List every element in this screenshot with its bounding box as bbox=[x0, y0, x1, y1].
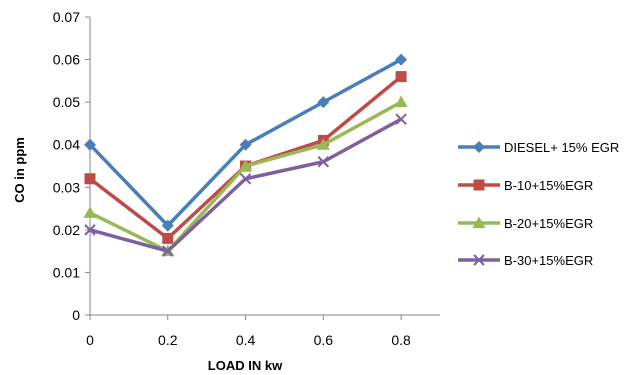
y-tick-label: 0.05 bbox=[53, 94, 80, 110]
x-tick-label: 0.4 bbox=[236, 332, 256, 348]
data-point bbox=[239, 159, 253, 171]
legend-item-diesel: DIESEL+ 15% EGR bbox=[458, 140, 619, 155]
legend-label: B-10+15%EGR bbox=[504, 178, 593, 193]
y-tick-label: 0.06 bbox=[53, 52, 80, 68]
legend-item-b30: B-30+15%EGR bbox=[458, 253, 593, 268]
data-point bbox=[84, 173, 96, 185]
legend-label: B-20+15%EGR bbox=[504, 216, 593, 231]
data-point bbox=[316, 138, 330, 150]
data-point bbox=[395, 71, 407, 83]
x-tick-label: 0.8 bbox=[391, 332, 411, 348]
y-tick-label: 0.07 bbox=[53, 9, 80, 25]
data-point bbox=[317, 96, 330, 109]
legend-label: B-30+15%EGR bbox=[504, 253, 593, 268]
legend-marker bbox=[472, 216, 486, 228]
y-tick-label: 0.03 bbox=[53, 179, 80, 195]
data-point bbox=[239, 138, 252, 151]
legend-marker bbox=[473, 179, 485, 191]
legend-marker bbox=[473, 141, 485, 153]
series-b30 bbox=[84, 113, 407, 257]
y-tick-label: 0.01 bbox=[53, 264, 80, 280]
y-tick-label: 0 bbox=[72, 307, 80, 323]
series-b10 bbox=[84, 71, 407, 244]
data-point bbox=[84, 138, 96, 151]
data-point bbox=[83, 206, 97, 218]
data-point bbox=[162, 232, 174, 244]
legend-marker bbox=[473, 254, 485, 266]
x-tick-label: 0.2 bbox=[158, 332, 178, 348]
legend-item-b10: B-10+15%EGR bbox=[458, 178, 593, 193]
y-tick-label: 0.04 bbox=[53, 137, 80, 153]
series-diesel bbox=[84, 53, 408, 232]
y-tick-label: 0.02 bbox=[53, 222, 80, 238]
x-tick-label: 0.6 bbox=[314, 332, 334, 348]
legend-label: DIESEL+ 15% EGR bbox=[504, 140, 619, 155]
data-point bbox=[317, 156, 330, 168]
y-axis-ticks: 0 0.01 0.02 0.03 0.04 0.05 0.06 0.07 bbox=[53, 9, 90, 323]
legend-item-b20: B-20+15%EGR bbox=[458, 216, 593, 231]
data-point bbox=[395, 53, 408, 66]
x-tick-label: 0 bbox=[86, 332, 94, 348]
data-point bbox=[395, 113, 407, 125]
legend: DIESEL+ 15% EGR B-10+15%EGR B-20+15%EGR B-3… bbox=[458, 140, 619, 268]
series-line bbox=[89, 100, 402, 253]
data-point bbox=[394, 95, 408, 108]
data-point bbox=[161, 219, 174, 232]
data-point bbox=[239, 173, 252, 185]
x-axis-ticks: 0 0.2 0.4 0.6 0.8 bbox=[86, 315, 411, 348]
y-axis-title: CO in ppm bbox=[12, 137, 27, 203]
series-line bbox=[88, 75, 403, 241]
data-point bbox=[162, 245, 174, 257]
x-axis-title: LOAD IN kw bbox=[208, 358, 283, 373]
series-layer bbox=[83, 53, 408, 257]
data-point bbox=[84, 224, 96, 236]
series-b20 bbox=[83, 95, 408, 257]
